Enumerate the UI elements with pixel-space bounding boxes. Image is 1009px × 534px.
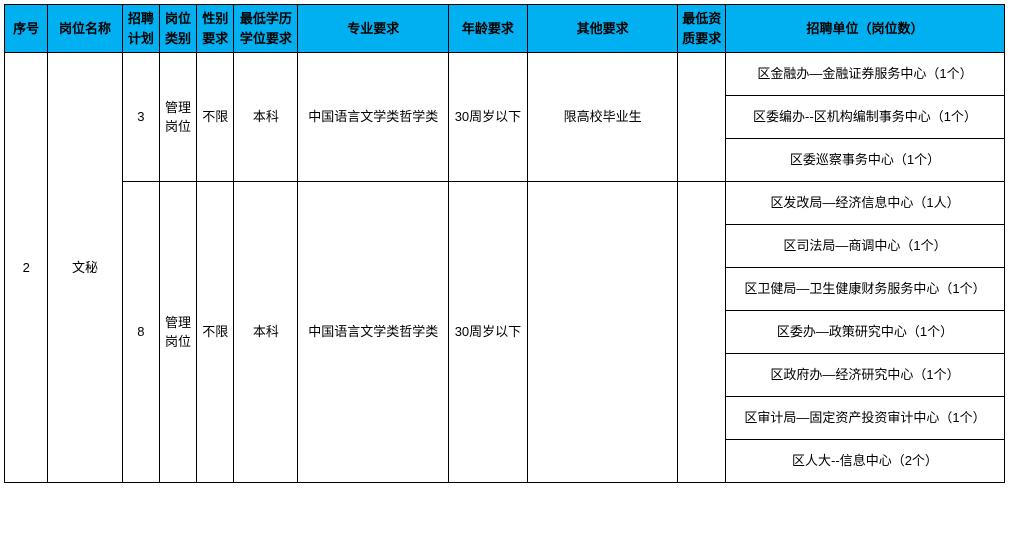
cell-unit: 区政府办—经济研究中心（1个） (726, 354, 1005, 397)
cell-cat: 管理岗位 (159, 182, 196, 483)
cell-gender: 不限 (197, 53, 234, 182)
header-unit: 招聘单位（岗位数） (726, 5, 1005, 53)
cell-edu: 本科 (234, 182, 298, 483)
cell-unit: 区发改局—经济信息中心（1人） (726, 182, 1005, 225)
cell-major: 中国语言文学类哲学类 (298, 182, 449, 483)
header-major: 专业要求 (298, 5, 449, 53)
header-row: 序号 岗位名称 招聘计划 岗位类别 性别要求 最低学历学位要求 专业要求 年龄要… (5, 5, 1005, 53)
cell-unit: 区委编办--区机构编制事务中心（1个） (726, 96, 1005, 139)
cell-qual (678, 182, 726, 483)
cell-cat: 管理岗位 (159, 53, 196, 182)
header-plan: 招聘计划 (122, 5, 159, 53)
recruitment-table: 序号 岗位名称 招聘计划 岗位类别 性别要求 最低学历学位要求 专业要求 年龄要… (4, 4, 1005, 483)
header-gender: 性别要求 (197, 5, 234, 53)
cell-unit: 区金融办—金融证券服务中心（1个） (726, 53, 1005, 96)
cell-unit: 区人大--信息中心（2个） (726, 440, 1005, 483)
cell-major: 中国语言文学类哲学类 (298, 53, 449, 182)
table-row: 2 文秘 3 管理岗位 不限 本科 中国语言文学类哲学类 30周岁以下 限高校毕… (5, 53, 1005, 96)
cell-unit: 区审计局—固定资产投资审计中心（1个） (726, 397, 1005, 440)
cell-age: 30周岁以下 (449, 53, 528, 182)
header-other: 其他要求 (527, 5, 678, 53)
header-seq: 序号 (5, 5, 48, 53)
cell-gender: 不限 (197, 182, 234, 483)
cell-age: 30周岁以下 (449, 182, 528, 483)
cell-plan: 8 (122, 182, 159, 483)
cell-unit: 区委巡察事务中心（1个） (726, 139, 1005, 182)
cell-seq: 2 (5, 53, 48, 483)
cell-unit: 区卫健局—卫生健康财务服务中心（1个） (726, 268, 1005, 311)
cell-edu: 本科 (234, 53, 298, 182)
cell-other: 限高校毕业生 (527, 53, 678, 182)
header-edu: 最低学历学位要求 (234, 5, 298, 53)
cell-other (527, 182, 678, 483)
header-qual: 最低资质要求 (678, 5, 726, 53)
cell-plan: 3 (122, 53, 159, 182)
cell-unit: 区司法局—商调中心（1个） (726, 225, 1005, 268)
cell-qual (678, 53, 726, 182)
table-row: 8 管理岗位 不限 本科 中国语言文学类哲学类 30周岁以下 区发改局—经济信息… (5, 182, 1005, 225)
header-name: 岗位名称 (48, 5, 122, 53)
header-cat: 岗位类别 (159, 5, 196, 53)
cell-name: 文秘 (48, 53, 122, 483)
header-age: 年龄要求 (449, 5, 528, 53)
cell-unit: 区委办—政策研究中心（1个） (726, 311, 1005, 354)
